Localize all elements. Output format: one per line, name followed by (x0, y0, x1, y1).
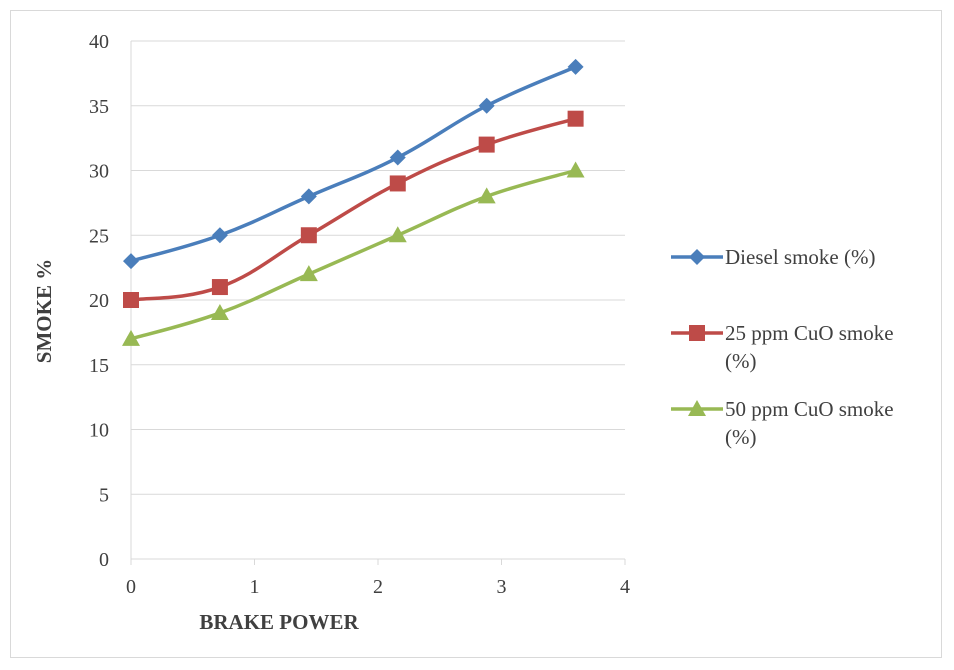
legend-marker-triangle (688, 400, 706, 416)
data-point-square (567, 110, 584, 127)
x-tick-label: 3 (497, 576, 507, 598)
legend-label: 25 ppm CuO smoke (%) (725, 321, 894, 373)
series-1 (123, 58, 584, 270)
legend-marker-diamond (689, 249, 705, 265)
x-axis-title: BRAKE POWER (199, 610, 359, 634)
data-point-square (300, 227, 317, 244)
y-tick-label: 30 (89, 161, 109, 183)
series-group (122, 58, 585, 346)
line-chart: 0 5 10 15 20 25 30 35 40 0 1 2 3 4 Diesel smoke (%) 2… (32, 31, 894, 634)
data-point-triangle (477, 187, 496, 204)
data-point-diamond (389, 149, 406, 166)
y-axis-title: SMOKE % (32, 259, 56, 363)
legend-label: Diesel smoke (%) (725, 245, 875, 269)
y-tick-label: 15 (89, 355, 109, 377)
legend-item-1: Diesel smoke (%) (671, 245, 875, 269)
y-tick-label: 10 (89, 420, 109, 442)
data-point-diamond (567, 58, 584, 75)
data-point-triangle (299, 265, 318, 282)
y-tick-label: 5 (99, 484, 109, 506)
legend-label: 50 ppm CuO smoke (%) (725, 397, 894, 449)
legend-item-3: 50 ppm CuO smoke (%) (671, 397, 894, 449)
legend-marker-square (689, 325, 705, 341)
data-point-diamond (478, 97, 495, 114)
grid-lines (131, 40, 625, 495)
series-line (130, 117, 577, 302)
axes (130, 41, 626, 565)
y-tick-label: 25 (89, 225, 109, 247)
chart-frame: 0 5 10 15 20 25 30 35 40 0 1 2 3 4 Diesel smoke (%) 2… (10, 10, 942, 658)
x-tick-label: 4 (620, 576, 630, 598)
data-point-triangle (388, 226, 407, 243)
x-tick-label: 0 (126, 576, 136, 598)
data-point-square (389, 175, 406, 192)
y-tick-labels: 0 5 10 15 20 25 30 35 40 (89, 31, 109, 571)
data-point-diamond (211, 227, 228, 244)
x-tick-label: 2 (373, 576, 383, 598)
data-point-square (123, 292, 139, 308)
legend: Diesel smoke (%) 25 ppm CuO smoke (%) 50 pp… (671, 245, 894, 449)
data-point-triangle (122, 329, 140, 346)
y-tick-label: 0 (99, 549, 109, 571)
x-tick-label: 1 (250, 576, 260, 598)
data-point-triangle (566, 161, 585, 178)
data-point-diamond (300, 188, 317, 205)
series-line (130, 168, 577, 341)
y-tick-label: 20 (89, 290, 109, 312)
x-tick-labels: 0 1 2 3 4 (126, 576, 630, 598)
legend-item-2: 25 ppm CuO smoke (%) (671, 321, 894, 373)
series-line (130, 65, 577, 263)
series-3 (122, 161, 585, 346)
data-point-square (478, 136, 495, 153)
series-2 (123, 110, 584, 308)
y-tick-label: 40 (89, 31, 109, 53)
data-point-triangle (210, 303, 229, 320)
data-point-diamond (123, 253, 139, 270)
data-point-square (211, 279, 228, 296)
y-tick-label: 35 (89, 96, 109, 118)
